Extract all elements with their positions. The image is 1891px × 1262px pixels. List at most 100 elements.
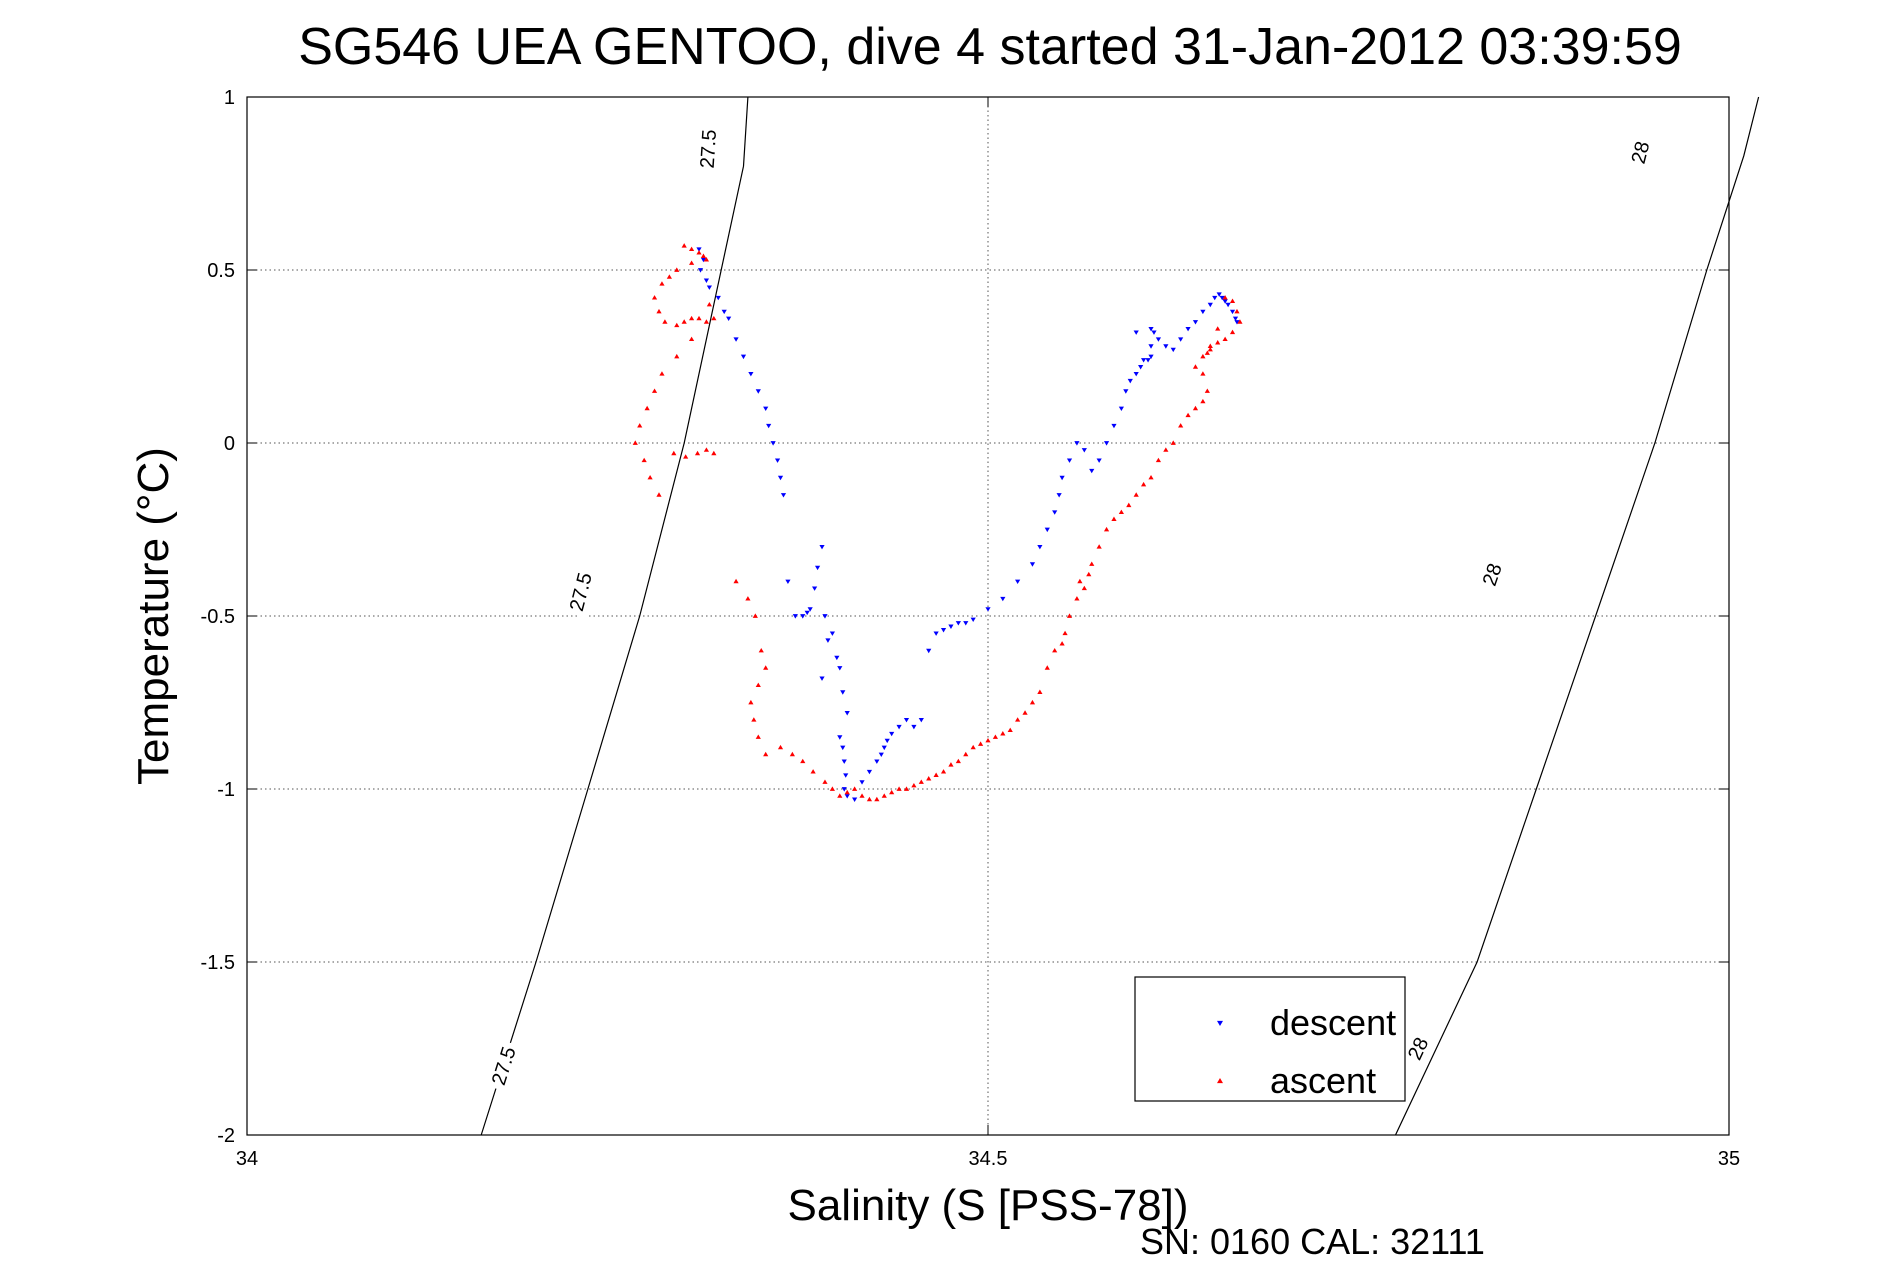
point-descent [1066, 458, 1073, 463]
y-tick-label: -0.5 [201, 606, 235, 628]
point-ascent [689, 336, 695, 342]
y-tick-label: -1.5 [201, 952, 235, 974]
point-descent [1059, 475, 1065, 481]
point-descent [792, 614, 798, 619]
y-tick-label: 0 [224, 433, 235, 455]
point-descent [911, 724, 917, 730]
point-ascent [1207, 346, 1213, 352]
point-ascent [656, 308, 662, 314]
y-tick-label: 1 [224, 87, 235, 109]
point-descent [889, 731, 895, 737]
point-descent [1111, 423, 1117, 429]
point-ascent [844, 789, 850, 795]
point-ascent [674, 267, 680, 272]
point-descent [812, 586, 818, 591]
x-axis-label: Salinity (S [PSS-78]) [787, 1181, 1188, 1230]
legend-box [1134, 976, 1406, 1102]
point-ascent [985, 737, 991, 743]
point-descent [829, 631, 835, 636]
point-descent [1148, 327, 1154, 332]
point-ascent [810, 769, 816, 774]
point-ascent [748, 699, 754, 705]
point-ascent [706, 302, 712, 307]
contour-label-bg [484, 1039, 523, 1093]
point-descent [1155, 337, 1162, 342]
point-ascent [977, 741, 984, 746]
y-tick-label: -2 [217, 1125, 235, 1147]
point-descent [840, 745, 846, 751]
point-descent [740, 354, 747, 360]
point-descent [774, 458, 781, 463]
point-descent [770, 441, 776, 446]
point-ascent [940, 769, 947, 774]
point-ascent [752, 613, 758, 618]
point-ascent [1204, 388, 1210, 393]
point-ascent [755, 682, 761, 688]
point-descent [1138, 365, 1144, 370]
point-ascent [662, 319, 668, 324]
point-ascent [751, 717, 757, 722]
point-ascent [1204, 350, 1210, 355]
point-ascent [694, 450, 701, 456]
point-descent [1216, 292, 1222, 297]
point-ascent [1118, 509, 1124, 515]
point-ascent [711, 450, 717, 456]
point-ascent [1089, 561, 1095, 566]
legend-label-descent: descent [1270, 1002, 1396, 1043]
point-ascent [1185, 412, 1191, 418]
point-descent [1118, 406, 1124, 411]
point-ascent [955, 758, 961, 764]
point-ascent [1237, 319, 1243, 324]
point-ascent [1126, 502, 1132, 508]
point-ascent [852, 786, 858, 791]
point-descent [1163, 344, 1169, 349]
point-ascent [681, 243, 687, 248]
point-descent [874, 759, 880, 764]
point-descent [903, 717, 910, 723]
point-ascent [970, 744, 976, 750]
point-ascent [1234, 308, 1240, 314]
point-descent [837, 735, 843, 740]
point-ascent [1062, 630, 1068, 636]
point-ascent [1081, 585, 1087, 591]
point-ascent [837, 793, 843, 798]
point-descent [1225, 302, 1231, 308]
point-ascent [703, 319, 710, 324]
point-descent [866, 769, 873, 775]
point-ascent [1229, 329, 1236, 335]
point-ascent [1200, 398, 1206, 404]
point-ascent [1000, 731, 1006, 736]
point-descent [840, 690, 846, 695]
point-ascent [859, 793, 865, 798]
point-ascent [1222, 295, 1228, 300]
point-descent [715, 295, 721, 301]
point-ascent [963, 751, 969, 757]
point-descent [926, 648, 932, 654]
point-descent [841, 787, 847, 792]
point-ascent [1215, 340, 1221, 345]
point-descent [1037, 544, 1043, 550]
point-ascent [777, 744, 784, 750]
point-ascent [1044, 665, 1050, 670]
point-ascent [1086, 571, 1092, 577]
point-descent [1044, 527, 1050, 533]
point-descent [881, 745, 887, 751]
point-ascent [889, 789, 895, 795]
point-ascent [881, 793, 887, 798]
point-ascent [637, 423, 643, 428]
point-descent [697, 268, 704, 273]
point-descent [1089, 468, 1095, 474]
point-descent [1145, 358, 1151, 363]
point-descent [1133, 330, 1139, 335]
point-ascent [1029, 699, 1036, 705]
contour-line-28 [1394, 96, 1760, 1136]
point-descent [800, 614, 806, 619]
contour-label-bg [694, 124, 722, 174]
point-descent [896, 724, 902, 730]
point-descent [1200, 309, 1206, 315]
point-descent [841, 759, 847, 764]
point-ascent [689, 260, 695, 265]
point-ascent [666, 274, 672, 279]
point-descent [1133, 371, 1139, 377]
point-descent [1123, 389, 1129, 394]
